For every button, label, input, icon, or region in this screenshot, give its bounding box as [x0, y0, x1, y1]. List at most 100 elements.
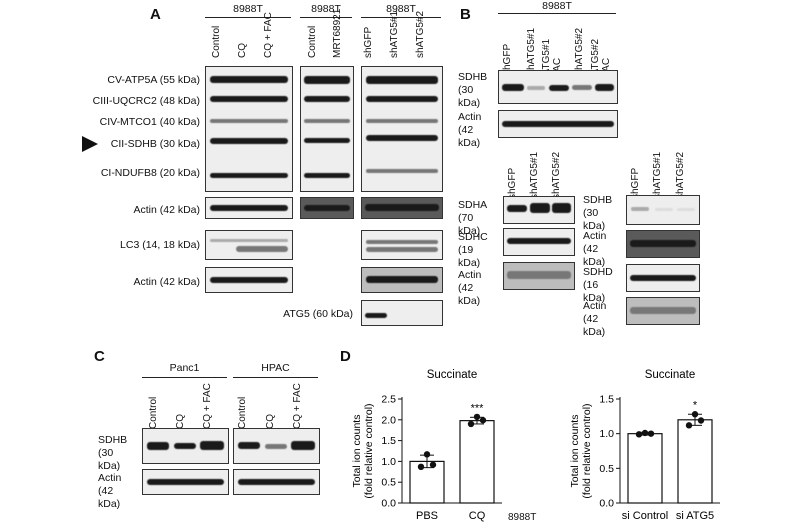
panel-c-letter: C	[94, 348, 105, 365]
blot-actin-panc1	[142, 469, 229, 495]
row-label: LC3 (14, 18 kDa)	[120, 239, 200, 251]
significance-label: *	[693, 399, 698, 411]
row-label: Actin (42 kDa)	[133, 204, 200, 216]
blot-actin-b-left	[503, 262, 575, 290]
y-tick-label: 0.5	[381, 477, 396, 489]
bar	[409, 460, 445, 504]
row-label: SDHA (70 kDa)	[458, 199, 487, 237]
y-axis-label: Total ion counts(fold relative control)	[569, 403, 593, 498]
row-label: CI-NDUFB8 (20 kDa)	[100, 167, 200, 179]
data-point	[635, 431, 643, 438]
panel-a-letter: A	[150, 6, 161, 23]
lane-label: shATG5#2	[675, 151, 686, 199]
succinate-chart-cq: Succinate 0.0 0.5 1.0 1.5 2.0 2.5 Total ion cou…	[351, 369, 502, 522]
data-point	[429, 461, 437, 468]
lane-label: shATG5#2	[415, 10, 426, 58]
data-point	[685, 422, 693, 429]
lane-label: shGFP	[507, 167, 518, 199]
lane-label: Control	[237, 396, 248, 429]
y-tick-label: 1.0	[599, 428, 614, 440]
x-tick-label: CQ	[469, 510, 486, 522]
x-tick-label: PBS	[416, 510, 438, 522]
blot-actin-a2	[300, 197, 354, 219]
row-label: SDHC (19 kDa)	[458, 231, 488, 269]
data-point	[423, 451, 431, 458]
blot-atg5	[361, 300, 443, 326]
panel-a-group2-title: 8988T	[311, 3, 341, 15]
lane-label: shATG5#1	[526, 27, 537, 75]
row-label: SDHB (30 kDa)	[458, 71, 488, 109]
chart-title: Succinate	[645, 369, 696, 381]
y-tick-label: 0.0	[599, 498, 614, 510]
row-label: Actin (42 kDa)	[458, 111, 482, 149]
data-point	[697, 417, 705, 424]
y-tick-label: 1.0	[381, 456, 396, 468]
data-point	[473, 413, 481, 421]
blot-actin-b-right1	[626, 230, 700, 258]
row-label: Actin (42 kDa)	[583, 230, 607, 268]
blot-sdhb-b-right	[626, 195, 700, 225]
lane-label: shATG5#1	[652, 151, 663, 199]
lane-label: Control	[148, 396, 159, 429]
data-point	[691, 411, 699, 418]
blot-sdhb-panc1	[142, 428, 229, 464]
data-point	[647, 430, 655, 437]
x-tick-label: si ATG5	[676, 510, 714, 522]
succinate-chart-siatg5: Succinate 0.0 0.5 1.0 1.5 Total ion counts(fo…	[569, 369, 720, 522]
lane-label: Control	[307, 25, 318, 58]
row-label: Actin (42 kDa)	[458, 269, 482, 307]
panel-d-letter: D	[340, 348, 351, 365]
panel-a-group1-title: 8988T	[233, 3, 263, 15]
panel-a-group3-title: 8988T	[386, 3, 416, 15]
blot-sdhd	[626, 264, 700, 292]
panel-b-letter: B	[460, 6, 471, 23]
y-tick-label: 0.0	[381, 498, 396, 510]
lane-label: CQ + FAC	[202, 383, 213, 429]
row-label: CIV-MTCO1 (40 kDa)	[99, 116, 200, 128]
blot-lc3-a1	[205, 230, 293, 260]
y-axis-label: Total ion counts(fold relative control)	[351, 403, 375, 498]
row-label: ATG5 (60 kDa)	[283, 308, 353, 320]
y-tick-label: 1.5	[599, 394, 614, 406]
blot-sdhb-hpac	[233, 428, 320, 464]
row-label: CIII-UQCRC2 (48 kDa)	[92, 95, 200, 107]
blot-actin-hpac	[233, 469, 320, 495]
blot-actin-a3	[361, 197, 443, 219]
panel-b-title: 8988T	[542, 0, 572, 12]
blot-actin-a5	[361, 267, 443, 293]
panel-c-group2-title: HPAC	[261, 362, 290, 374]
data-point	[479, 417, 487, 424]
data-point	[417, 463, 425, 471]
y-tick-label: 1.5	[381, 435, 396, 447]
blot-oxphos-mrt	[300, 66, 354, 192]
y-tick-label: 0.5	[599, 463, 614, 475]
significance-label: ***	[471, 402, 485, 414]
lane-label: CQ + FAC	[292, 383, 303, 429]
lane-label: shATG5#2	[574, 27, 585, 75]
lane-label: CQ + FAC	[263, 12, 274, 58]
panel-d-footnote: 8988T	[508, 512, 537, 523]
row-label: Actin (42 kDa)	[98, 472, 122, 510]
row-label: Actin (42 kDa)	[583, 300, 607, 338]
chart-title: Succinate	[427, 369, 478, 381]
row-label: Actin (42 kDa)	[133, 276, 200, 288]
data-point	[467, 420, 475, 428]
blot-actin-b-right2	[626, 297, 700, 325]
y-tick-label: 2.0	[381, 414, 396, 426]
y-tick-label: 2.5	[381, 394, 396, 406]
lane-label: Control	[211, 25, 222, 58]
lane-label: shATG5#2	[551, 151, 562, 199]
data-point	[641, 429, 649, 437]
row-label: CV-ATP5A (55 kDa)	[107, 74, 200, 86]
x-tick-label: si Control	[622, 510, 668, 522]
row-label: SDHD (16 kDa)	[583, 266, 613, 304]
row-label: SDHB (30 kDa)	[98, 434, 128, 472]
panel-d-charts: Succinate 0.0 0.5 1.0 1.5 2.0 2.5 Total ion cou…	[351, 369, 720, 522]
lane-label: shGFP	[363, 26, 374, 58]
lane-label: CQ	[265, 414, 276, 429]
blot-actin-b-top	[498, 110, 618, 138]
blot-oxphos-shatg5	[361, 66, 443, 192]
blot-lc3-a3	[361, 230, 443, 260]
blot-sdhc	[503, 228, 575, 256]
blot-sdhb-b-top	[498, 70, 618, 104]
